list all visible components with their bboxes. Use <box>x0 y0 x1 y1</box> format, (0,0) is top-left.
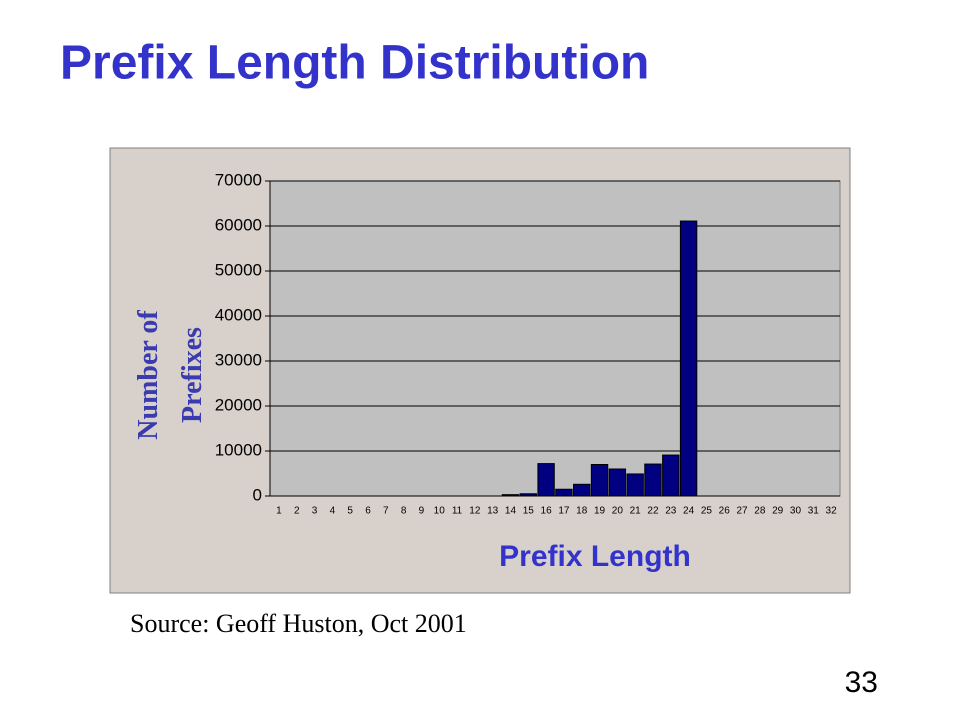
x-tick-label: 31 <box>808 506 820 517</box>
x-tick-label: 3 <box>312 506 318 517</box>
x-tick-label: 9 <box>419 506 425 517</box>
y-tick-label: 30000 <box>215 350 262 369</box>
bar <box>501 494 520 497</box>
y-tick-label: 20000 <box>215 395 262 414</box>
x-tick-label: 26 <box>719 506 731 517</box>
y-tick-label: 70000 <box>215 170 262 189</box>
plot-area <box>269 180 841 497</box>
bar <box>644 463 662 497</box>
x-tick-label: 23 <box>665 506 677 517</box>
x-tick-label: 15 <box>523 506 535 517</box>
x-tick-label: 7 <box>383 506 389 517</box>
bar <box>537 463 555 497</box>
x-tick-label: 24 <box>683 506 695 517</box>
x-tick-label: 8 <box>401 506 407 517</box>
x-tick-label: 10 <box>434 506 446 517</box>
source-note: Source: Geoff Huston, Oct 2001 <box>130 609 467 638</box>
page-number: 33 <box>845 666 878 699</box>
x-tick-label: 19 <box>594 506 606 517</box>
bar <box>590 464 609 497</box>
bar <box>662 454 680 497</box>
x-tick-label: 21 <box>630 506 642 517</box>
x-tick-label: 32 <box>826 506 838 517</box>
bar <box>608 468 627 497</box>
y-tick-label: 50000 <box>215 260 262 279</box>
x-tick-label: 30 <box>790 506 802 517</box>
x-tick-label: 11 <box>452 506 463 517</box>
x-tick-label: 5 <box>347 506 353 517</box>
y-axis-label: Number of Prefixes <box>133 310 208 440</box>
x-tick-label: 18 <box>576 506 588 517</box>
bar <box>679 220 698 497</box>
x-tick-label: 16 <box>541 506 553 517</box>
x-tick-label: 20 <box>612 506 624 517</box>
x-tick-label: 12 <box>469 506 481 517</box>
bar <box>519 493 537 497</box>
x-tick-label: 25 <box>701 506 713 517</box>
bar <box>626 473 644 497</box>
bar <box>555 488 573 497</box>
x-tick-label: 27 <box>736 506 748 517</box>
slide-title: Prefix Length Distribution <box>60 37 649 90</box>
x-tick-label: 13 <box>487 506 499 517</box>
bar <box>573 483 591 497</box>
x-tick-label: 14 <box>505 506 517 517</box>
x-tick-label: 17 <box>558 506 570 517</box>
x-tick-label: 4 <box>330 506 336 517</box>
y-tick-label: 0 <box>253 485 262 504</box>
x-tick-label: 6 <box>365 506 371 517</box>
x-tick-label: 22 <box>647 506 659 517</box>
x-tick-label: 1 <box>276 506 282 517</box>
x-tick-label: 28 <box>754 506 766 517</box>
x-axis-label: Prefix Length <box>499 540 691 573</box>
y-tick-label: 60000 <box>215 215 262 234</box>
y-tick-label: 40000 <box>215 305 262 324</box>
y-tick-label: 10000 <box>215 440 262 459</box>
x-tick-label: 29 <box>772 506 784 517</box>
x-tick-label: 2 <box>294 506 300 517</box>
